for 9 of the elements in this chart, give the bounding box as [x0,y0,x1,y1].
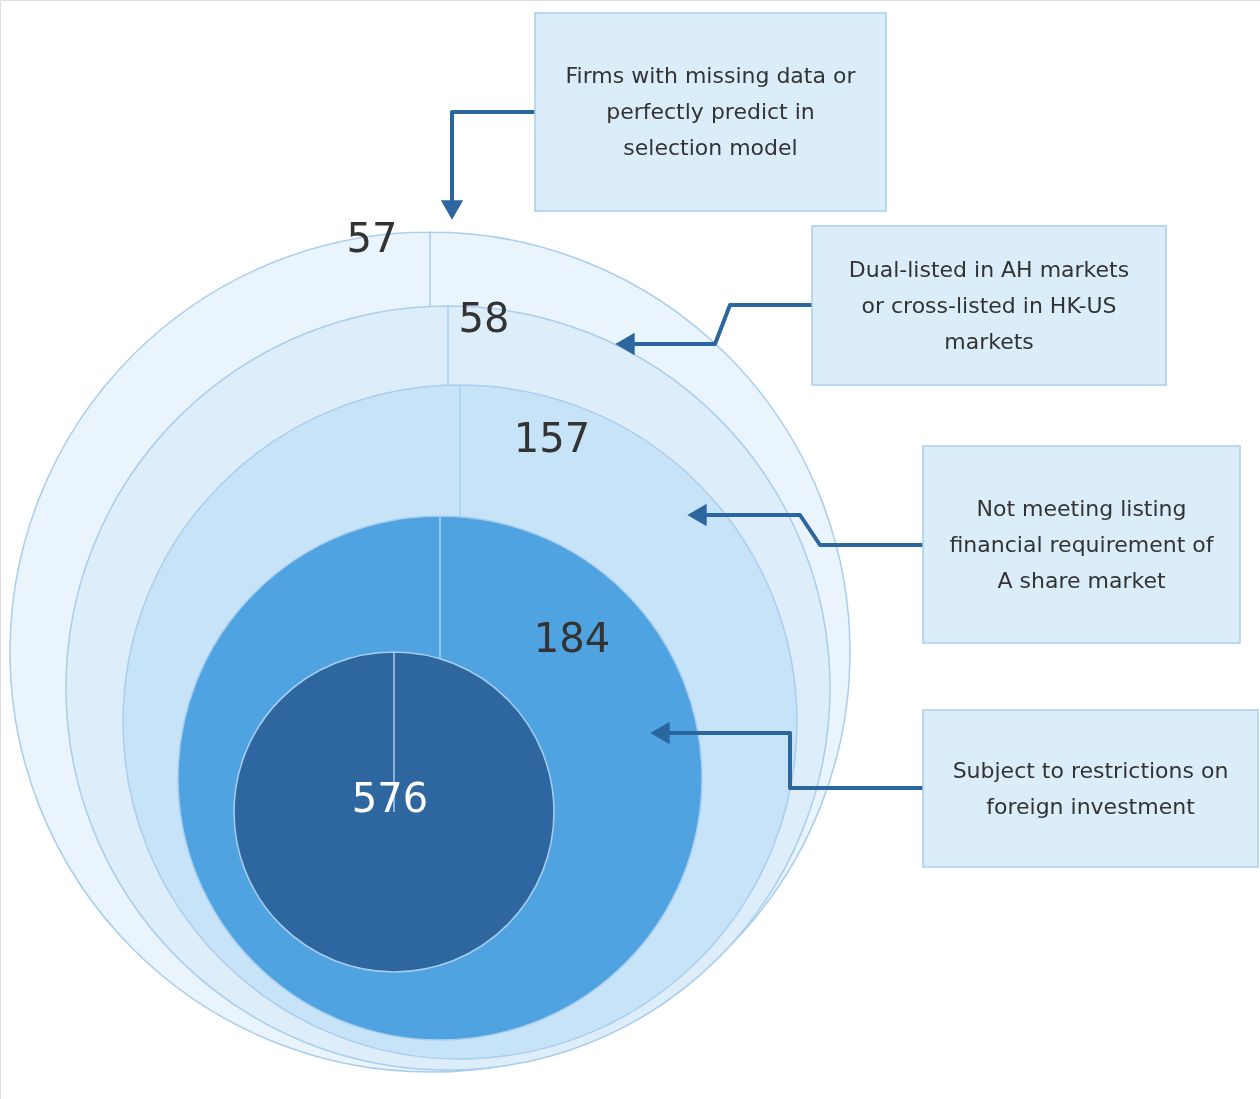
data-label: 576 [351,775,429,821]
text: Firms with missing data or perfectly predict in selection model [565,63,857,160]
text: Subject to restrictions on foreign investment [952,757,1229,819]
data-label: 57 [346,215,398,261]
text: Dual-listed in AH markets or cross-listed in HK-US markets [848,256,1130,354]
data-label: 58 [458,295,510,341]
data-label: 184 [533,615,611,661]
data-label: 157 [513,415,591,461]
text: Not meeting listing financial requirement of A share market [949,495,1215,593]
